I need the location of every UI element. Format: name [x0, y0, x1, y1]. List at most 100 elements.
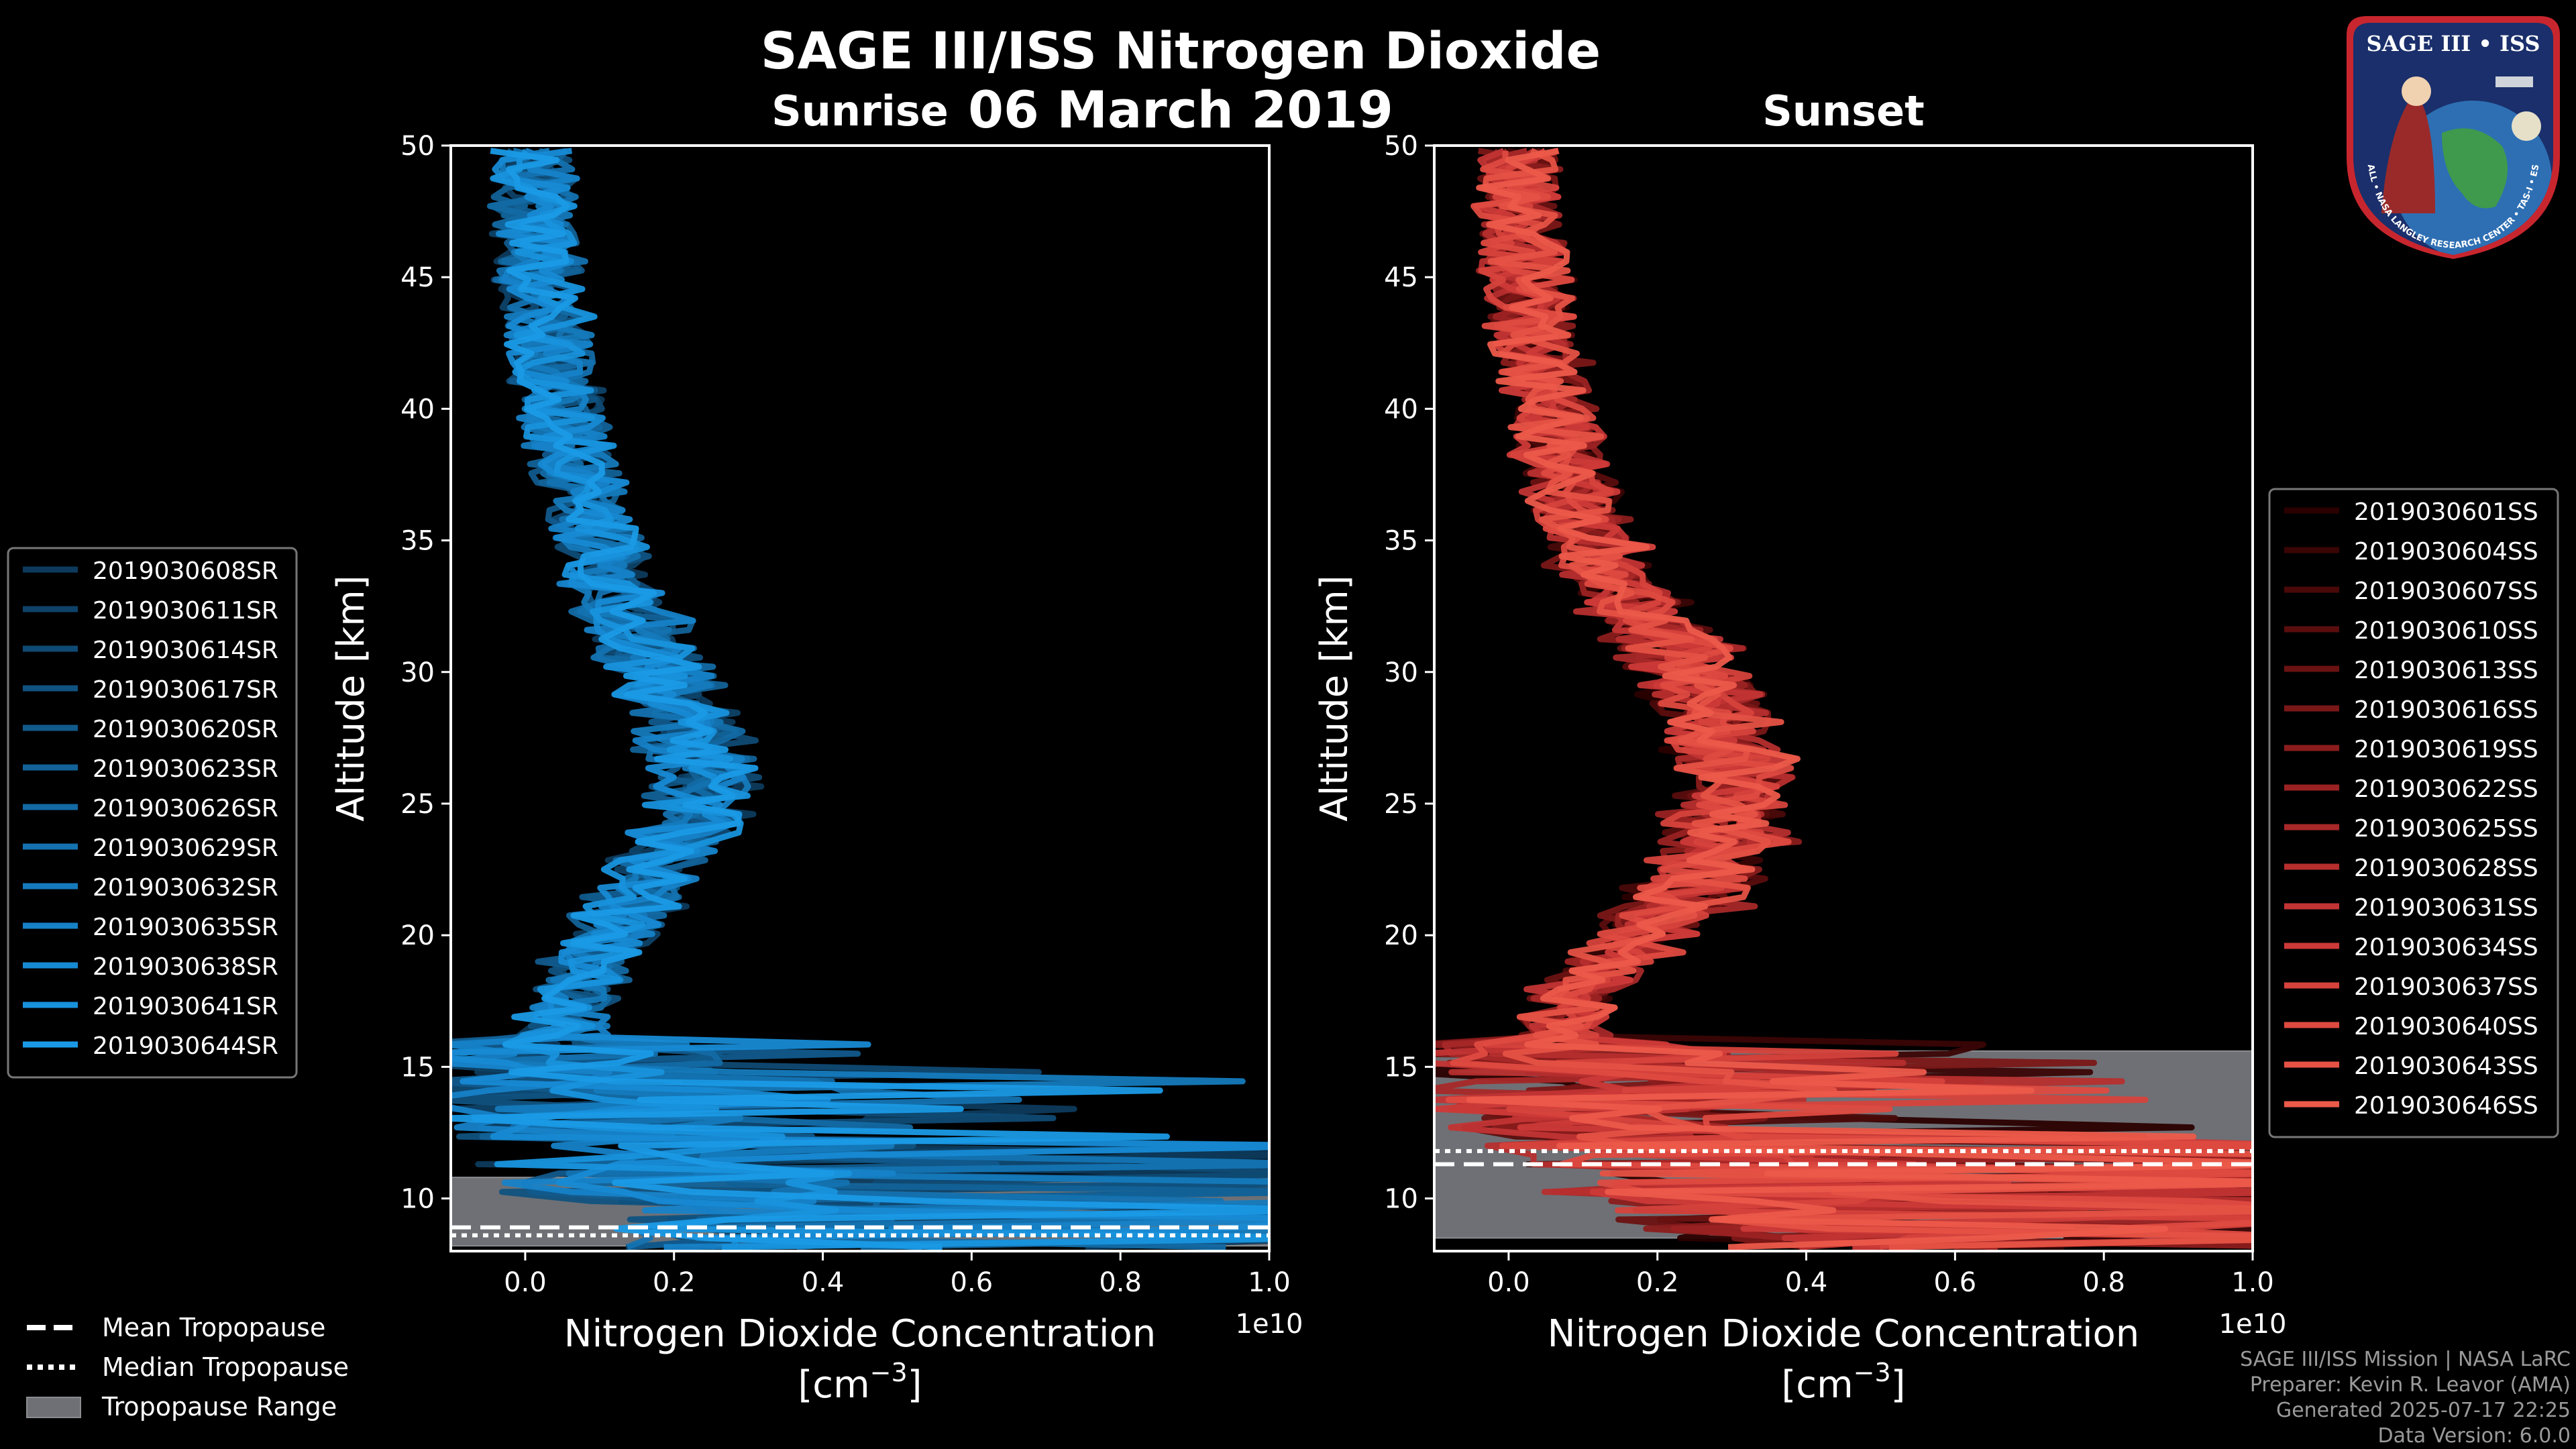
legend-label: 2019030616SS — [2354, 696, 2538, 724]
y-tick-label: 30 — [1384, 657, 1418, 688]
y-tick-label: 10 — [400, 1184, 435, 1215]
tropopause-range-label: Tropopause Range — [101, 1392, 337, 1421]
legend-label: 2019030610SS — [2354, 617, 2538, 645]
legend-label: 2019030641SR — [93, 993, 278, 1020]
footer-version: Data Version: 6.0.0 — [2377, 1424, 2571, 1448]
legend-label: 2019030619SS — [2354, 736, 2538, 763]
legend-label: 2019030635SR — [93, 914, 278, 941]
legend-label: 2019030644SR — [93, 1032, 278, 1060]
plot-frame — [449, 144, 1271, 1252]
y-tick-label: 50 — [400, 131, 435, 162]
legend-label: 2019030613SS — [2354, 657, 2538, 684]
x-unit-exponent: −3 — [1854, 1358, 1891, 1387]
y-tick-label: 45 — [400, 262, 435, 293]
legend-label: 2019030634SS — [2354, 934, 2538, 961]
badge-banner — [2365, 28, 2541, 58]
x-multiplier: 1e10 — [1236, 1309, 1303, 1340]
x-tick-label: 0.2 — [653, 1267, 696, 1298]
panel-sunset: 0.0 0.2 0.4 0.6 0.8 1.0 10 15 20 25 30 35 40 45 50 1e10… — [1313, 87, 2559, 1407]
x-tick-label: 1.0 — [1248, 1267, 1291, 1298]
legend-label: 2019030640SS — [2354, 1013, 2538, 1040]
chart-title: SAGE III/ISS Nitrogen Dioxide — [761, 21, 1601, 80]
footer-preparer: Preparer: Kevin R. Leavor (AMA) — [2249, 1373, 2571, 1397]
legend-label: 2019030638SR — [93, 953, 278, 981]
x-unit-close: ] — [1891, 1363, 1906, 1407]
legend-sunset: 2019030601SS 2019030604SS 2019030607SS 2019… — [2268, 488, 2559, 1138]
y-tick-label: 40 — [1384, 394, 1418, 425]
legend-box — [2268, 488, 2559, 1138]
legend-label: 2019030622SS — [2354, 775, 2538, 803]
plot-frame — [1433, 144, 2254, 1252]
legend-sunrise: 2019030608SR 2019030611SR 2019030614SR 2019… — [7, 547, 298, 1079]
mission-patch-logo: SAGE III • ISS BALL • NASA LANGLEY RESEA… — [2341, 12, 2560, 259]
moon-icon — [2512, 111, 2541, 141]
y-tick-label: 15 — [400, 1052, 435, 1083]
y-tick-label: 15 — [1384, 1052, 1418, 1083]
plot-content — [451, 148, 1269, 1250]
footer-mission: SAGE III/ISS Mission | NASA LaRC — [2240, 1348, 2571, 1371]
x-tick-label: 0.4 — [802, 1267, 845, 1298]
y-tick-label: 35 — [400, 526, 435, 557]
x-tick-label: 0.0 — [1487, 1267, 1530, 1298]
legend-label: 2019030626SR — [93, 795, 278, 822]
legend-label: 2019030608SR — [93, 557, 278, 585]
iss-icon — [2496, 76, 2533, 87]
series-line-2019030640SS — [1445, 150, 2253, 1238]
x-tick-label: 0.4 — [1785, 1267, 1828, 1298]
legend-label: 2019030629SR — [93, 835, 278, 862]
legend-label: 2019030631SS — [2354, 894, 2538, 922]
legend-label: 2019030646SS — [2354, 1092, 2538, 1120]
x-tick-label: 0.8 — [1099, 1267, 1142, 1298]
y-tick-label: 35 — [1384, 526, 1418, 557]
x-axis-unit: [cm−3] — [798, 1358, 922, 1407]
legend-label: 2019030643SS — [2354, 1053, 2538, 1080]
y-tick-label: 20 — [400, 920, 435, 951]
y-tick-label: 10 — [1384, 1184, 1418, 1215]
legend-label: 2019030620SR — [93, 716, 278, 743]
continent-shape — [2442, 128, 2508, 209]
legend-box — [7, 547, 298, 1079]
y-tick-label: 30 — [400, 657, 435, 688]
mean-tropopause-label: Mean Tropopause — [102, 1313, 325, 1342]
legend-label: 2019030601SS — [2354, 498, 2538, 526]
legend-label: 2019030614SR — [93, 637, 278, 664]
legend-label: 2019030607SS — [2354, 578, 2538, 605]
panels: 0.0 0.2 0.4 0.6 0.8 1.0 10 15 20 25 30 35 40 45 50 1e10… — [7, 87, 2559, 1407]
legend-label: 2019030604SS — [2354, 538, 2538, 566]
panel-sunrise: 0.0 0.2 0.4 0.6 0.8 1.0 10 15 20 25 30 35 40 45 50 1e10… — [7, 87, 1303, 1407]
x-axis-unit: [cm−3] — [1781, 1358, 1905, 1407]
legend-label: 2019030617SR — [93, 676, 278, 704]
x-unit-exponent: −3 — [870, 1358, 908, 1387]
footer-generated: Generated 2025-07-17 22:25 — [2275, 1399, 2571, 1422]
x-multiplier: 1e10 — [2219, 1309, 2287, 1340]
x-tick-label: 1.0 — [2231, 1267, 2274, 1298]
series-line-2019030644SR — [451, 148, 1269, 1250]
tropopause-range-swatch — [26, 1397, 81, 1418]
panel-title: Sunrise — [771, 87, 949, 136]
x-tick-label: 0.2 — [1636, 1267, 1679, 1298]
x-tick-label: 0.6 — [1934, 1267, 1977, 1298]
x-tick-label: 0.0 — [504, 1267, 547, 1298]
x-axis-label: Nitrogen Dioxide Concentration — [564, 1312, 1157, 1356]
bottom-legend: Mean Tropopause Median Tropopause Tropop… — [26, 1313, 349, 1421]
median-tropopause-label: Median Tropopause — [102, 1352, 349, 1382]
legend-label: 2019030632SR — [93, 874, 278, 902]
legend-label: 2019030623SR — [93, 755, 278, 783]
panel-title: Sunset — [1762, 87, 1925, 136]
x-unit-base: [cm — [1781, 1363, 1853, 1407]
legend-label: 2019030625SS — [2354, 815, 2538, 843]
y-tick-label: 25 — [400, 789, 435, 820]
y-tick-label: 20 — [1384, 920, 1418, 951]
y-tick-label: 45 — [1384, 262, 1418, 293]
legend-label: 2019030628SS — [2354, 855, 2538, 882]
x-axis-label: Nitrogen Dioxide Concentration — [1548, 1312, 2140, 1356]
astronomer-head-icon — [2402, 76, 2431, 106]
legend-label: 2019030611SR — [93, 597, 278, 625]
x-unit-base: [cm — [798, 1363, 869, 1407]
series-line-2019030643SS — [1482, 148, 2253, 1250]
y-tick-label: 40 — [400, 394, 435, 425]
y-axis-label: Altitude [km] — [329, 575, 373, 821]
astronomer-figure-icon — [2381, 93, 2435, 213]
series-line-2019030646SS — [1466, 148, 2253, 1250]
